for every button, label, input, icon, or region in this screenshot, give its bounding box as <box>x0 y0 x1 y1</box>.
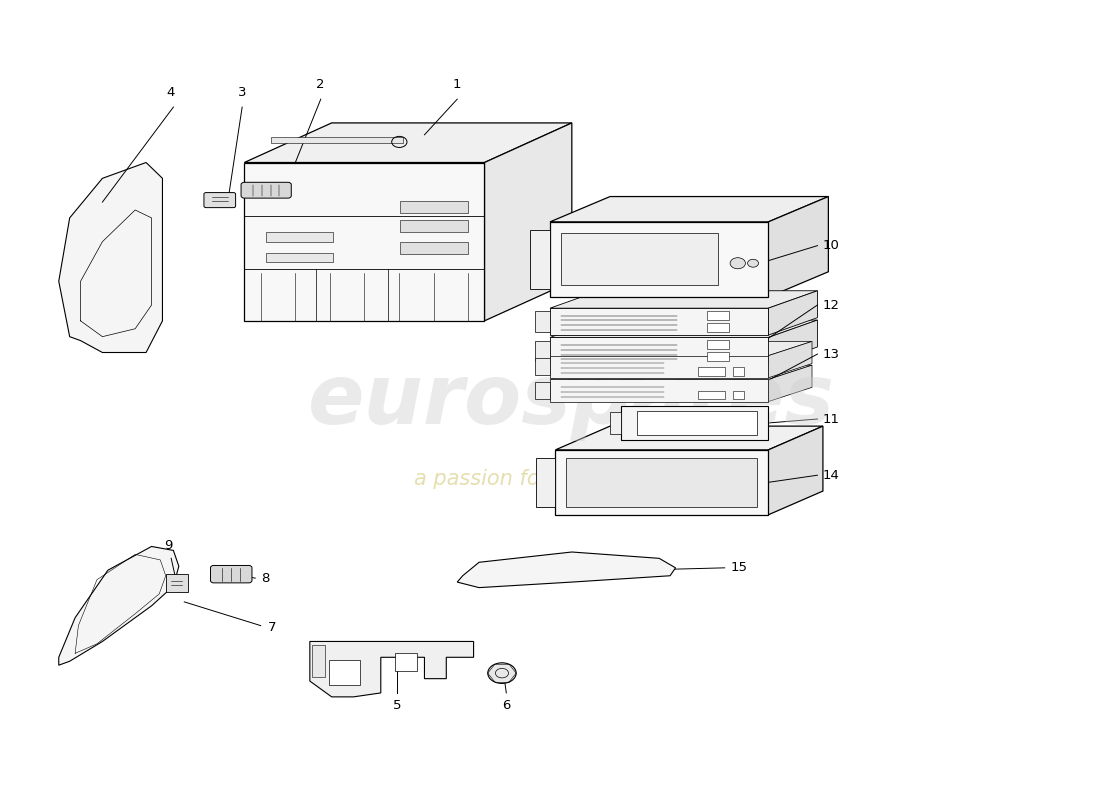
Text: 14: 14 <box>823 469 839 482</box>
Bar <box>530 230 550 289</box>
Bar <box>330 660 360 685</box>
Bar <box>535 358 550 375</box>
Polygon shape <box>550 290 817 308</box>
Text: 13: 13 <box>823 347 840 361</box>
Text: 8: 8 <box>261 572 270 585</box>
Bar <box>266 253 333 262</box>
Text: 4: 4 <box>166 86 174 99</box>
Text: 2: 2 <box>317 78 324 91</box>
Polygon shape <box>550 365 812 379</box>
Bar <box>698 391 725 399</box>
Bar <box>610 412 621 434</box>
Bar <box>707 311 729 320</box>
Bar <box>271 137 403 142</box>
Bar <box>707 323 729 332</box>
Bar <box>166 574 188 591</box>
Polygon shape <box>768 365 812 402</box>
Bar <box>707 352 729 361</box>
Polygon shape <box>244 123 572 162</box>
Bar <box>550 338 768 364</box>
Circle shape <box>730 258 746 269</box>
Polygon shape <box>58 546 179 666</box>
Bar <box>536 458 556 507</box>
Bar <box>566 458 758 507</box>
Bar <box>550 222 768 297</box>
Polygon shape <box>58 162 163 353</box>
Text: 6: 6 <box>502 699 510 712</box>
Bar <box>400 202 468 213</box>
Bar <box>550 308 768 335</box>
Text: 10: 10 <box>823 239 839 252</box>
Polygon shape <box>484 123 572 321</box>
Polygon shape <box>768 197 828 297</box>
Text: 15: 15 <box>730 562 747 574</box>
Bar <box>244 162 484 321</box>
Text: a passion for parts since 1985: a passion for parts since 1985 <box>415 469 729 489</box>
Text: 1: 1 <box>453 78 462 91</box>
Text: 7: 7 <box>268 621 277 634</box>
Bar <box>400 220 468 232</box>
Text: 12: 12 <box>823 298 840 311</box>
Polygon shape <box>458 552 675 588</box>
Polygon shape <box>768 342 812 378</box>
Bar <box>734 367 745 376</box>
Polygon shape <box>550 197 828 222</box>
Bar <box>266 232 333 242</box>
Bar <box>535 382 550 399</box>
Bar <box>535 341 550 362</box>
Text: eurospares: eurospares <box>308 359 835 441</box>
Text: 11: 11 <box>823 413 840 426</box>
Bar <box>621 406 768 439</box>
Text: 5: 5 <box>393 699 402 712</box>
Circle shape <box>748 259 759 267</box>
Bar <box>556 450 768 514</box>
Text: 9: 9 <box>164 539 172 552</box>
Polygon shape <box>768 426 823 514</box>
Bar <box>535 311 550 332</box>
Text: 3: 3 <box>238 86 246 99</box>
Polygon shape <box>768 290 817 335</box>
Bar <box>550 356 768 378</box>
FancyBboxPatch shape <box>204 193 235 208</box>
Polygon shape <box>550 342 812 356</box>
Bar <box>312 646 326 677</box>
Polygon shape <box>550 320 817 338</box>
Bar <box>561 233 718 286</box>
Bar <box>550 379 768 402</box>
Bar <box>707 341 729 350</box>
Polygon shape <box>310 642 474 697</box>
Polygon shape <box>556 426 823 450</box>
Bar <box>698 367 725 376</box>
Bar <box>734 391 745 399</box>
FancyBboxPatch shape <box>210 566 252 583</box>
Bar <box>637 411 758 435</box>
Bar <box>400 242 468 254</box>
Circle shape <box>487 663 516 683</box>
Polygon shape <box>768 320 817 364</box>
FancyBboxPatch shape <box>241 182 292 198</box>
Bar <box>395 654 417 670</box>
